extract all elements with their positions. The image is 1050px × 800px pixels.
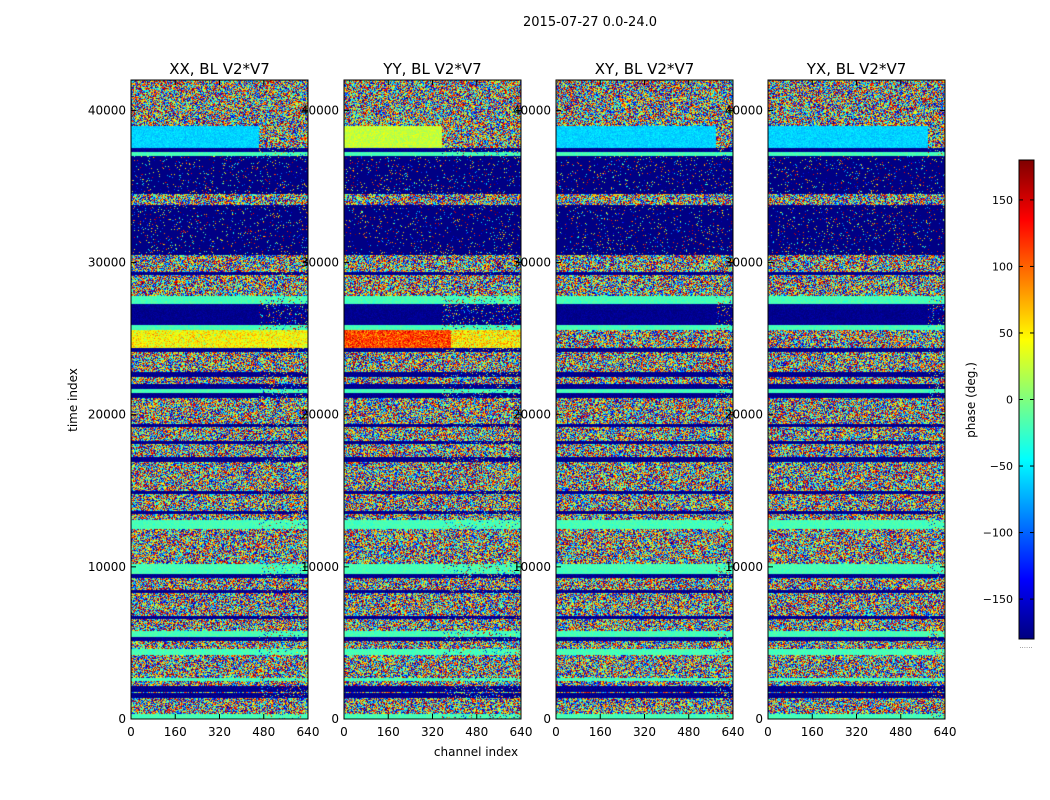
y-tick-label: 20000 xyxy=(513,408,551,422)
colorbar-tick-label: −100 xyxy=(983,527,1013,540)
panel-title: XX, BL V2*V7 xyxy=(169,60,270,78)
phase-raster xyxy=(131,80,308,719)
x-tick-label: 640 xyxy=(510,725,533,739)
panel-title: XY, BL V2*V7 xyxy=(595,60,695,78)
colorbar-tick-label: 150 xyxy=(992,194,1013,207)
x-tick-label: 160 xyxy=(589,725,612,739)
y-tick-label: 20000 xyxy=(301,408,339,422)
phase-raster xyxy=(556,80,733,719)
panel-title: YX, BL V2*V7 xyxy=(806,60,907,78)
panel-3: XY, BL V2*V7 0 160 320 480 640 0 10000 20000 3000… xyxy=(513,60,745,739)
panel-2: YY, BL V2*V7 0 160 320 480 640 0 10000 20000 3000… xyxy=(301,60,533,739)
y-tick-label: 0 xyxy=(755,712,763,726)
panel-4: YX, BL V2*V7 0 160 320 480 640 0 10000 20000 3000… xyxy=(725,60,957,739)
y-tick-label: 30000 xyxy=(513,256,551,270)
x-tick-label: 0 xyxy=(127,725,135,739)
x-tick-label: 160 xyxy=(377,725,400,739)
y-tick-label: 0 xyxy=(118,712,126,726)
x-tick-label: 320 xyxy=(208,725,231,739)
x-tick-label: 320 xyxy=(845,725,868,739)
x-tick-label: 480 xyxy=(252,725,275,739)
x-tick-label: 0 xyxy=(340,725,348,739)
y-tick-label: 40000 xyxy=(725,103,763,117)
y-tick-label: 10000 xyxy=(301,560,339,574)
colorbar-footer: ...... xyxy=(1019,642,1032,650)
x-tick-label: 640 xyxy=(934,725,957,739)
y-tick-label: 10000 xyxy=(725,560,763,574)
y-tick-label: 40000 xyxy=(301,103,339,117)
colorbar-tick-label: 50 xyxy=(999,327,1013,340)
y-tick-label: 20000 xyxy=(725,408,763,422)
y-tick-label: 20000 xyxy=(88,408,126,422)
colorbar: −150 −100 −50 0 50 100 150 xyxy=(983,159,1035,640)
colorbar-tick-label: 100 xyxy=(992,260,1013,273)
y-tick-label: 30000 xyxy=(301,256,339,270)
y-tick-label: 30000 xyxy=(725,256,763,270)
x-tick-label: 480 xyxy=(677,725,700,739)
panels: XX, BL V2*V7 0 160 320 480 640 0 10000 20000 3000… xyxy=(88,60,957,739)
colorbar-tick-label: 0 xyxy=(1006,394,1013,407)
y-tick-label: 40000 xyxy=(88,103,126,117)
phase-raster xyxy=(344,80,521,719)
x-tick-label: 0 xyxy=(764,725,772,739)
colorbar-tick-label: −50 xyxy=(990,460,1013,473)
x-tick-label: 640 xyxy=(297,725,320,739)
x-axis-label: channel index xyxy=(434,745,518,759)
x-tick-label: 320 xyxy=(633,725,656,739)
panel-title: YY, BL V2*V7 xyxy=(382,60,481,78)
y-tick-label: 10000 xyxy=(88,560,126,574)
x-tick-label: 320 xyxy=(421,725,444,739)
figure-suptitle: 2015-07-27 0.0-24.0 xyxy=(523,15,657,30)
x-tick-label: 0 xyxy=(552,725,560,739)
x-tick-label: 160 xyxy=(801,725,824,739)
colorbar-label: phase (deg.) xyxy=(964,362,978,438)
panel-1: XX, BL V2*V7 0 160 320 480 640 0 10000 20000 3000… xyxy=(88,60,320,739)
y-tick-label: 30000 xyxy=(88,256,126,270)
colorbar-tick-label: −150 xyxy=(983,593,1013,606)
x-tick-label: 640 xyxy=(722,725,745,739)
y-axis-label: time index xyxy=(66,368,80,432)
y-tick-label: 0 xyxy=(331,712,339,726)
x-tick-label: 480 xyxy=(889,725,912,739)
y-tick-label: 10000 xyxy=(513,560,551,574)
x-tick-label: 160 xyxy=(164,725,187,739)
phase-raster xyxy=(768,80,945,719)
y-tick-label: 40000 xyxy=(513,103,551,117)
y-tick-label: 0 xyxy=(543,712,551,726)
x-tick-label: 480 xyxy=(465,725,488,739)
